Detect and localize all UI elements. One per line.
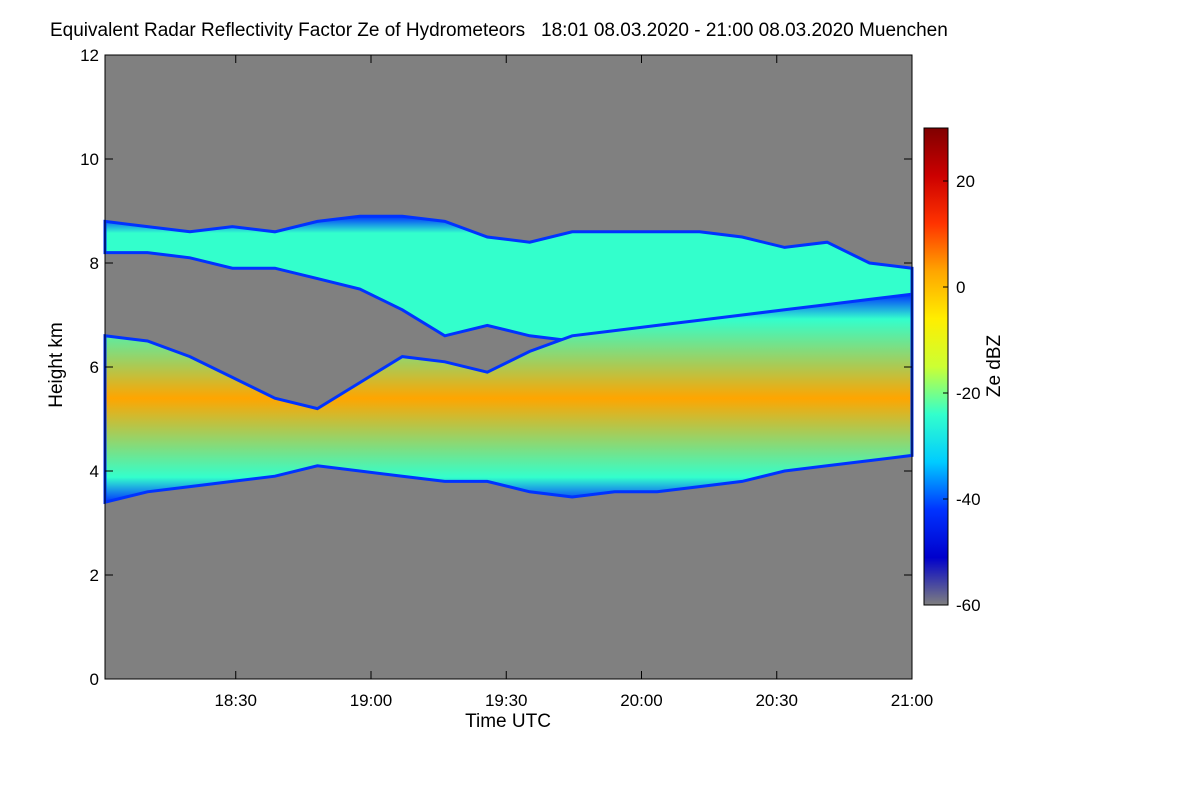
y-tick-label: 0 [90, 670, 99, 689]
x-tick-label: 18:30 [214, 691, 257, 710]
x-tick-label: 19:30 [485, 691, 528, 710]
y-tick-label: 6 [90, 358, 99, 377]
colorbar-tick-label: 20 [956, 172, 975, 191]
x-tick-label: 19:00 [350, 691, 393, 710]
colorbar-label: Ze dBZ [984, 334, 1005, 397]
chart-title: Equivalent Radar Reflectivity Factor Ze … [50, 20, 948, 42]
colorbar-tick-label: -40 [956, 490, 981, 509]
y-tick-label: 4 [90, 462, 99, 481]
y-tick-label: 12 [80, 46, 99, 65]
chart-location: Muenchen [859, 20, 948, 41]
y-axis-label: Height km [46, 322, 67, 408]
colorbar-tick-label: 0 [956, 278, 965, 297]
y-tick-label: 10 [80, 150, 99, 169]
colorbar [923, 127, 949, 606]
y-tick-label: 8 [90, 254, 99, 273]
x-axis-label: Time UTC [465, 711, 551, 732]
x-tick-label: 21:00 [891, 691, 934, 710]
y-tick-label: 2 [90, 566, 99, 585]
colorbar-tick-label: -20 [956, 384, 981, 403]
chart-time-range: 18:01 08.03.2020 - 21:00 08.03.2020 [541, 20, 854, 41]
x-tick-label: 20:30 [755, 691, 798, 710]
colorbar-tick-label: -60 [956, 596, 981, 615]
chart-title-text: Equivalent Radar Reflectivity Factor Ze … [50, 20, 526, 41]
x-tick-label: 20:00 [620, 691, 663, 710]
